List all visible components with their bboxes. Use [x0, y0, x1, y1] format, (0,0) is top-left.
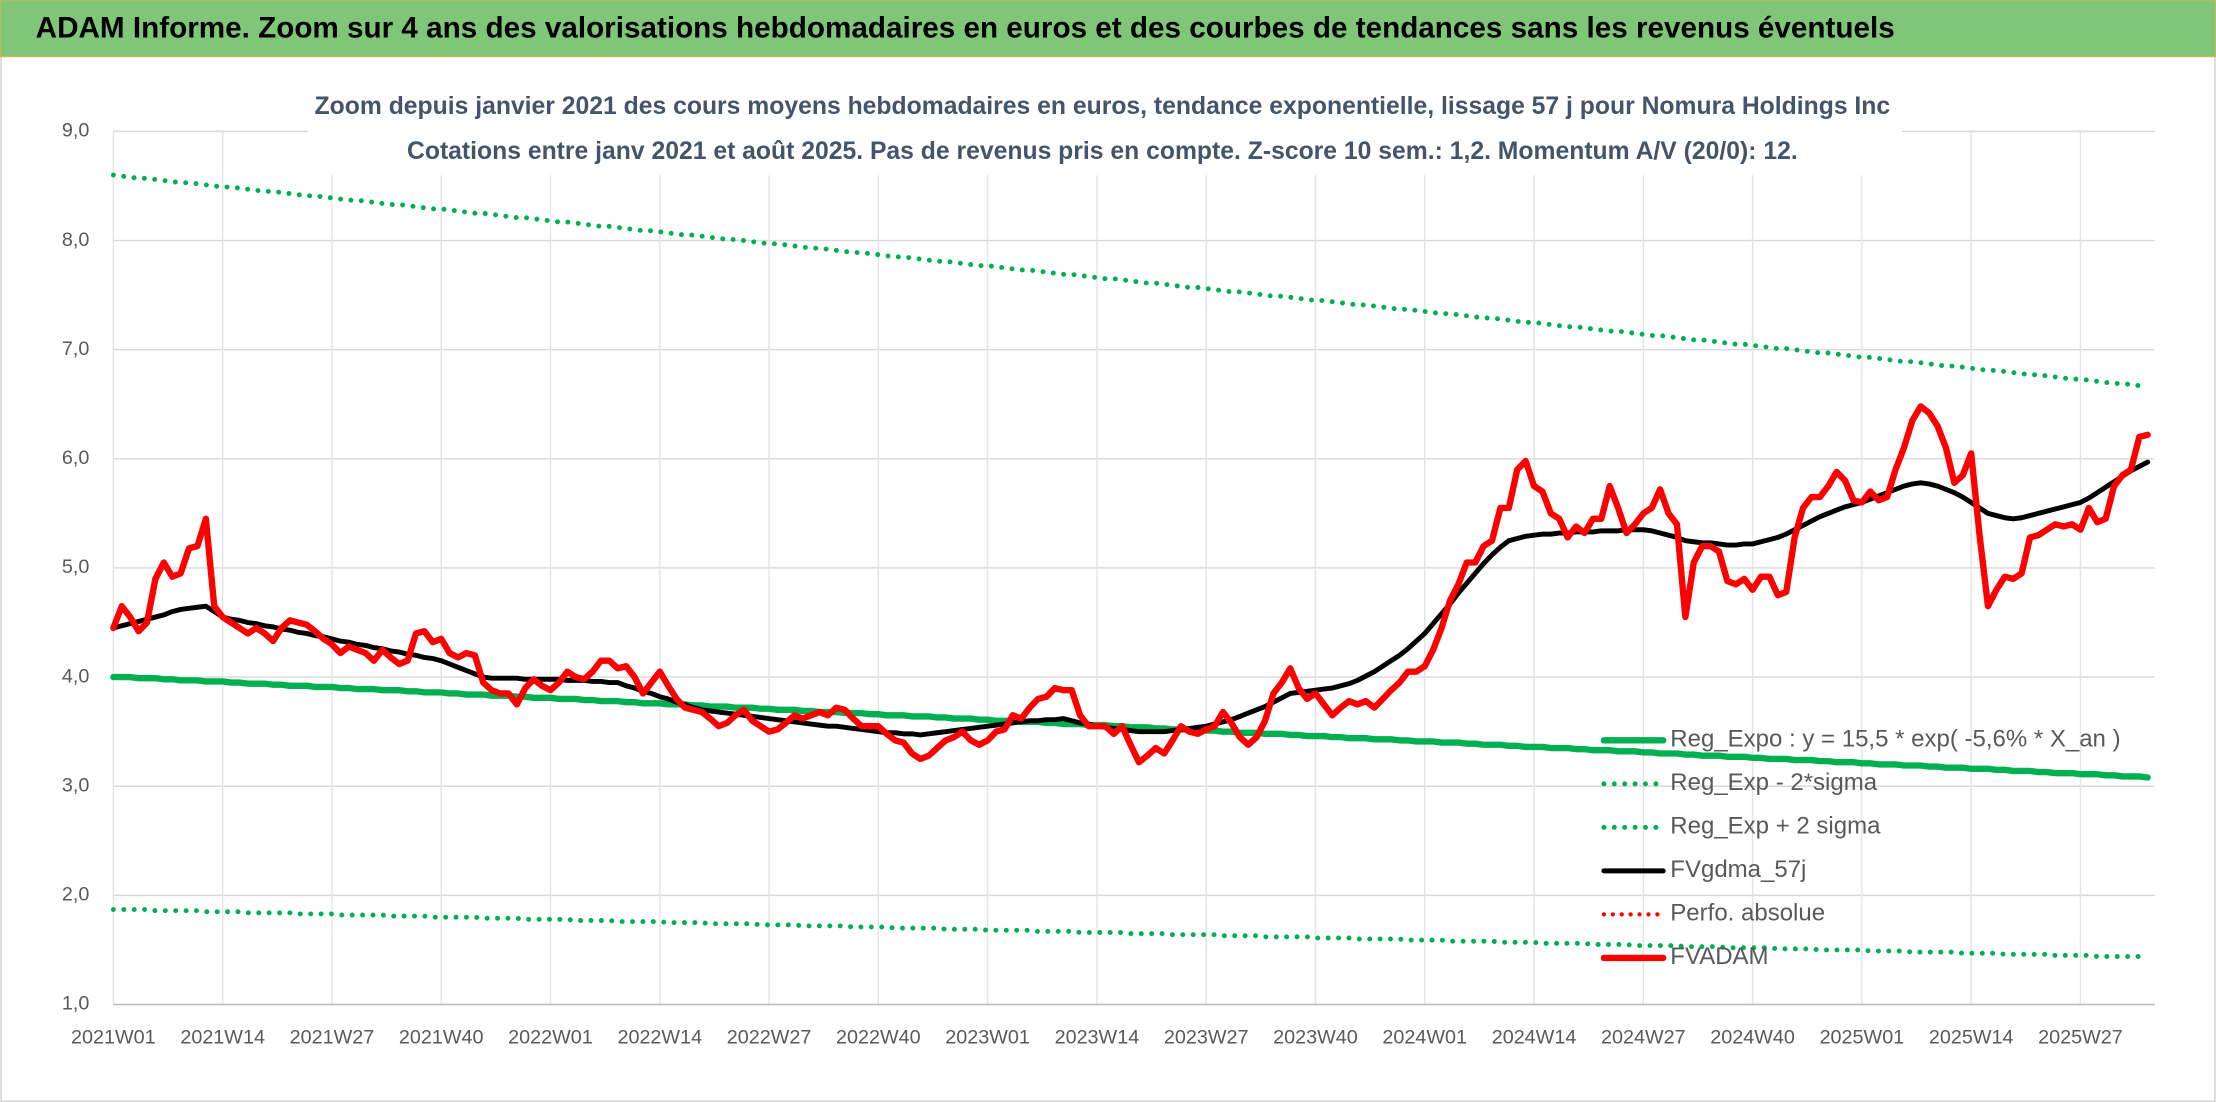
subtitle: Zoom depuis janvier 2021 des cours moyen… — [315, 93, 1891, 120]
chart-title: ADAM Informe. Zoom sur 4 ans des valoris… — [36, 11, 1895, 44]
x-tick-label: 2021W01 — [71, 1027, 156, 1049]
series-layer — [110, 172, 2151, 961]
series-line — [110, 172, 2151, 390]
legend: Reg_Expo : y = 15,5 * exp( -5,6% * X_an … — [1600, 726, 2121, 970]
x-tick-label: 2023W14 — [1055, 1027, 1140, 1049]
subtitle-box — [308, 81, 1903, 176]
x-tick-label: 2022W40 — [836, 1027, 921, 1049]
y-tick-label: 1,0 — [62, 993, 89, 1015]
legend-label: Reg_Expo : y = 15,5 * exp( -5,6% * X_an … — [1670, 726, 2120, 753]
x-tick-label: 2023W01 — [945, 1027, 1030, 1049]
x-tick-label: 2022W01 — [508, 1027, 593, 1049]
plot-area: 1,0 2,0 3,0 4,0 5,0 6,0 7,0 8,0 9,0 2021W01 2021W1… — [62, 120, 2155, 1049]
x-tick-label: 2025W14 — [1929, 1027, 2014, 1049]
x-tick-label: 2024W01 — [1382, 1027, 1467, 1049]
x-tick-label: 2022W14 — [617, 1027, 702, 1049]
x-tick-label: 2025W27 — [2038, 1027, 2123, 1049]
x-tick-label: 2021W27 — [290, 1027, 375, 1049]
y-tick-label: 4,0 — [62, 665, 89, 687]
x-tick-label: 2023W27 — [1164, 1027, 1249, 1049]
series-line — [110, 907, 2151, 961]
legend-label: FVADAM — [1670, 943, 1768, 970]
subtitle: Cotations entre janv 2021 et août 2025. … — [407, 138, 1798, 165]
x-tick-label: 2024W40 — [1710, 1027, 1795, 1049]
x-tick-label: 2022W27 — [727, 1027, 812, 1049]
y-tick-label: 6,0 — [62, 447, 89, 469]
x-tick-label: 2023W40 — [1273, 1027, 1358, 1049]
legend-label: Reg_Exp + 2 sigma — [1670, 813, 1881, 840]
title-band — [0, 0, 2216, 58]
x-tick-label: 2024W27 — [1601, 1027, 1686, 1049]
legend-label: Perfo. absolue — [1670, 900, 1825, 927]
y-tick-label: 9,0 — [62, 120, 89, 142]
y-tick-label: 5,0 — [62, 556, 89, 578]
y-tick-label: 8,0 — [62, 229, 89, 251]
x-tick-label: 2021W40 — [399, 1027, 484, 1049]
y-tick-label: 7,0 — [62, 338, 89, 360]
x-tick-label: 2025W01 — [1820, 1027, 1905, 1049]
y-tick-label: 3,0 — [62, 774, 89, 796]
legend-label: FVgdma_57j — [1670, 856, 1806, 883]
series-line — [110, 459, 2151, 738]
series-line — [110, 403, 2151, 766]
legend-label: Reg_Exp - 2*sigma — [1670, 769, 1877, 796]
y-tick-label: 2,0 — [62, 884, 89, 906]
x-tick-label: 2021W14 — [180, 1027, 265, 1049]
series-line — [110, 673, 2151, 781]
x-tick-label: 2024W14 — [1492, 1027, 1577, 1049]
